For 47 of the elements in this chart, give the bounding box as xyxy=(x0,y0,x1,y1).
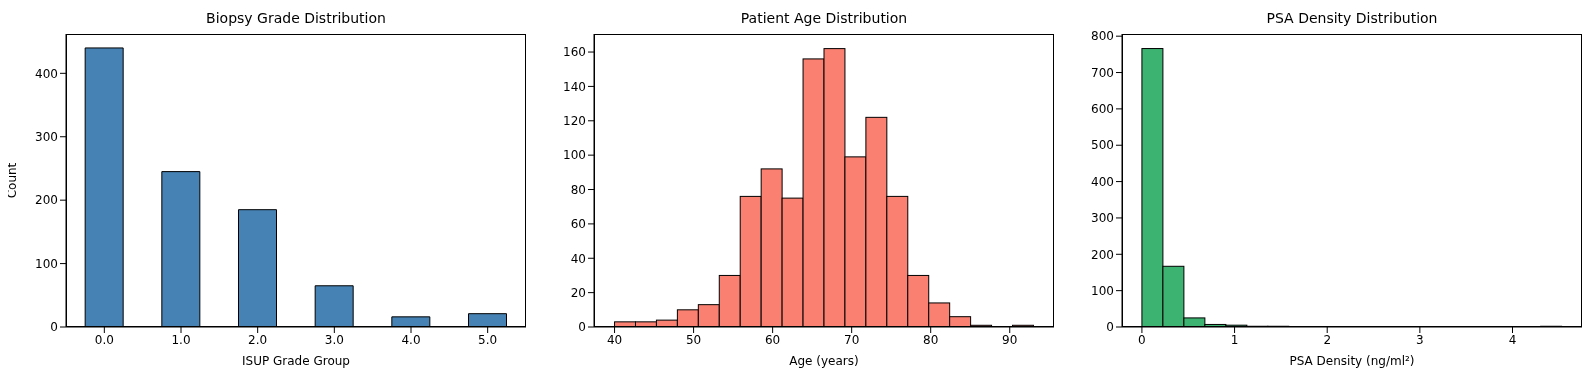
x-tick-label: 0 xyxy=(1138,332,1146,347)
x-tick-label: 3.0 xyxy=(324,332,344,347)
x-tick-label: 4.0 xyxy=(401,332,421,347)
x-tick-label: 5.0 xyxy=(478,332,498,347)
y-tick-label: 80 xyxy=(570,182,586,197)
chart-title: Biopsy Grade Distribution xyxy=(205,9,387,28)
x-tick-label: 4 xyxy=(1508,332,1517,347)
y-tick-label: 0 xyxy=(1106,320,1114,335)
y-tick-label: 100 xyxy=(563,148,586,163)
y-tick-label: 600 xyxy=(1091,102,1114,117)
y-tick-label: 160 xyxy=(563,45,586,60)
x-tick-label: 2.0 xyxy=(248,332,268,347)
y-axis-title: Count xyxy=(5,162,20,199)
x-tick-label: 1 xyxy=(1230,332,1239,347)
x-axis-title: PSA Density (ng/ml²) xyxy=(1289,354,1415,368)
y-tick-label: 800 xyxy=(1091,29,1114,44)
x-axis-title: Age (years) xyxy=(789,354,859,368)
y-tick-label: 400 xyxy=(35,66,58,81)
y-tick-label: 300 xyxy=(35,130,58,144)
y-tick-label: 700 xyxy=(1091,65,1114,80)
y-tick-label: 40 xyxy=(570,251,586,266)
x-tick-label: 3 xyxy=(1416,332,1424,347)
x-tick-label: 60 xyxy=(764,332,781,347)
x-tick-label: 80 xyxy=(923,332,939,347)
y-tick-label: 0 xyxy=(578,320,586,335)
x-tick-label: 2 xyxy=(1323,332,1332,347)
chart-title: Patient Age Distribution xyxy=(739,9,909,28)
y-tick-label: 100 xyxy=(35,256,58,271)
y-tick-label: 400 xyxy=(1091,174,1114,189)
x-tick-label: 1.0 xyxy=(171,332,191,347)
x-axis-title: ISUP Grade Group xyxy=(242,354,350,368)
x-tick-label: 40 xyxy=(606,332,623,347)
x-tick-label: 70 xyxy=(844,332,860,347)
y-tick-label: 500 xyxy=(1091,138,1114,153)
y-tick-label: 140 xyxy=(563,79,586,94)
y-tick-label: 60 xyxy=(570,217,586,232)
y-tick-label: 300 xyxy=(1091,211,1114,226)
y-tick-label: 20 xyxy=(570,285,586,300)
y-tick-label: 0 xyxy=(50,320,58,335)
x-tick-label: 0.0 xyxy=(94,332,114,347)
x-tick-label: 50 xyxy=(685,332,702,347)
y-tick-label: 200 xyxy=(1091,247,1114,262)
y-tick-label: 120 xyxy=(563,114,586,129)
y-tick-label: 100 xyxy=(1091,283,1114,298)
x-tick-label: 90 xyxy=(1002,332,1018,347)
y-tick-label: 200 xyxy=(35,193,58,208)
chart-title: PSA Density Distribution xyxy=(1265,9,1439,28)
